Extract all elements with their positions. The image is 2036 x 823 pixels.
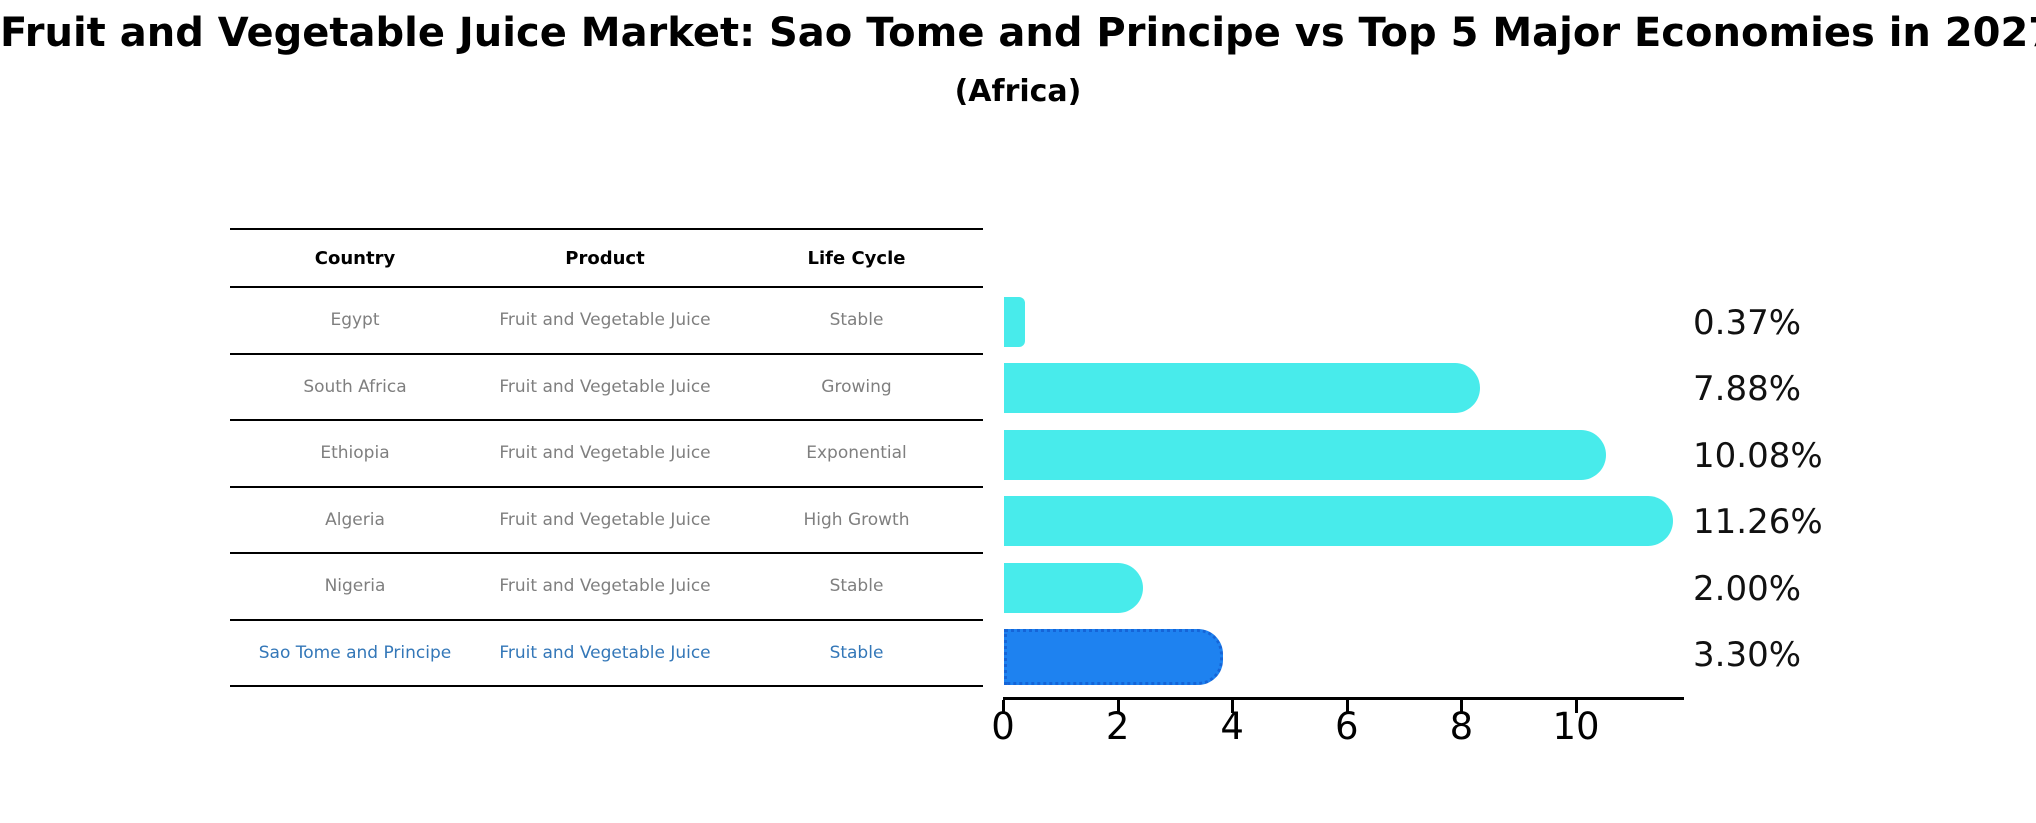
column-header-product: Product xyxy=(480,228,730,288)
table-row: Egypt Fruit and Vegetable Juice Stable xyxy=(230,286,983,354)
x-tick-mark xyxy=(1460,700,1464,713)
table-header-row: Country Product Life Cycle xyxy=(230,228,983,288)
bar-south-africa xyxy=(1004,363,1480,413)
product-cell: Fruit and Vegetable Juice xyxy=(480,352,730,420)
country-cell: Ethiopia xyxy=(230,419,480,487)
x-tick-mark xyxy=(1116,700,1120,713)
x-tick-label: 2 xyxy=(1105,705,1130,748)
column-header-country: Country xyxy=(230,228,480,288)
bar-nigeria xyxy=(1004,562,1143,613)
value-label: 11.26% xyxy=(1693,502,1823,542)
bar-sao-tome-and-principe xyxy=(1004,629,1223,685)
table-row: South Africa Fruit and Vegetable Juice G… xyxy=(230,352,983,420)
product-cell: Fruit and Vegetable Juice xyxy=(480,552,730,620)
table-row: Nigeria Fruit and Vegetable Juice Stable xyxy=(230,552,983,620)
country-cell: Algeria xyxy=(230,485,480,553)
x-tick-mark xyxy=(1002,700,1005,713)
table-row: Ethiopia Fruit and Vegetable Juice Expon… xyxy=(230,419,983,487)
x-tick-label: 0 xyxy=(991,705,1015,748)
x-tick-label: 4 xyxy=(1220,705,1244,748)
bar-algeria xyxy=(1004,496,1673,546)
value-label: 0.37% xyxy=(1693,302,1802,343)
bar-ethiopia xyxy=(1004,429,1606,480)
table-row: Algeria Fruit and Vegetable Juice High G… xyxy=(230,485,983,553)
country-cell: Egypt xyxy=(230,286,480,354)
x-tick-mark xyxy=(1231,700,1235,713)
x-tick-mark xyxy=(1345,700,1349,713)
value-label: 3.30% xyxy=(1693,635,1802,675)
life-cycle-cell: Stable xyxy=(730,286,983,354)
country-info-table: Country Product Life Cycle Egypt Fruit a… xyxy=(230,228,983,687)
x-tick-label: 8 xyxy=(1449,705,1474,748)
x-tick-label: 6 xyxy=(1335,705,1359,748)
country-cell: South Africa xyxy=(230,352,480,420)
x-tick-mark xyxy=(1575,700,1578,713)
bar-egypt xyxy=(1004,296,1025,347)
x-tick-label: 10 xyxy=(1552,705,1600,748)
life-cycle-cell: Growing xyxy=(730,352,983,420)
life-cycle-cell: Stable xyxy=(730,618,983,686)
product-cell: Fruit and Vegetable Juice xyxy=(480,618,730,686)
value-label: 7.88% xyxy=(1693,369,1802,409)
product-cell: Fruit and Vegetable Juice xyxy=(480,419,730,487)
value-label: 2.00% xyxy=(1693,568,1802,609)
product-cell: Fruit and Vegetable Juice xyxy=(480,485,730,553)
country-cell: Nigeria xyxy=(230,552,480,620)
country-cell: Sao Tome and Principe xyxy=(230,618,480,686)
table-row-sao-tome: Sao Tome and Principe Fruit and Vegetabl… xyxy=(230,618,983,686)
value-label: 10.08% xyxy=(1693,435,1823,476)
life-cycle-cell: Exponential xyxy=(730,419,983,487)
x-axis-line xyxy=(1003,697,1684,700)
page-subtitle: (Africa) xyxy=(954,74,1082,109)
page-title: Fruit and Vegetable Juice Market: Sao To… xyxy=(0,10,2036,56)
column-header-life-cycle: Life Cycle xyxy=(730,228,983,288)
life-cycle-cell: High Growth xyxy=(730,485,983,553)
product-cell: Fruit and Vegetable Juice xyxy=(480,286,730,354)
life-cycle-cell: Stable xyxy=(730,552,983,620)
